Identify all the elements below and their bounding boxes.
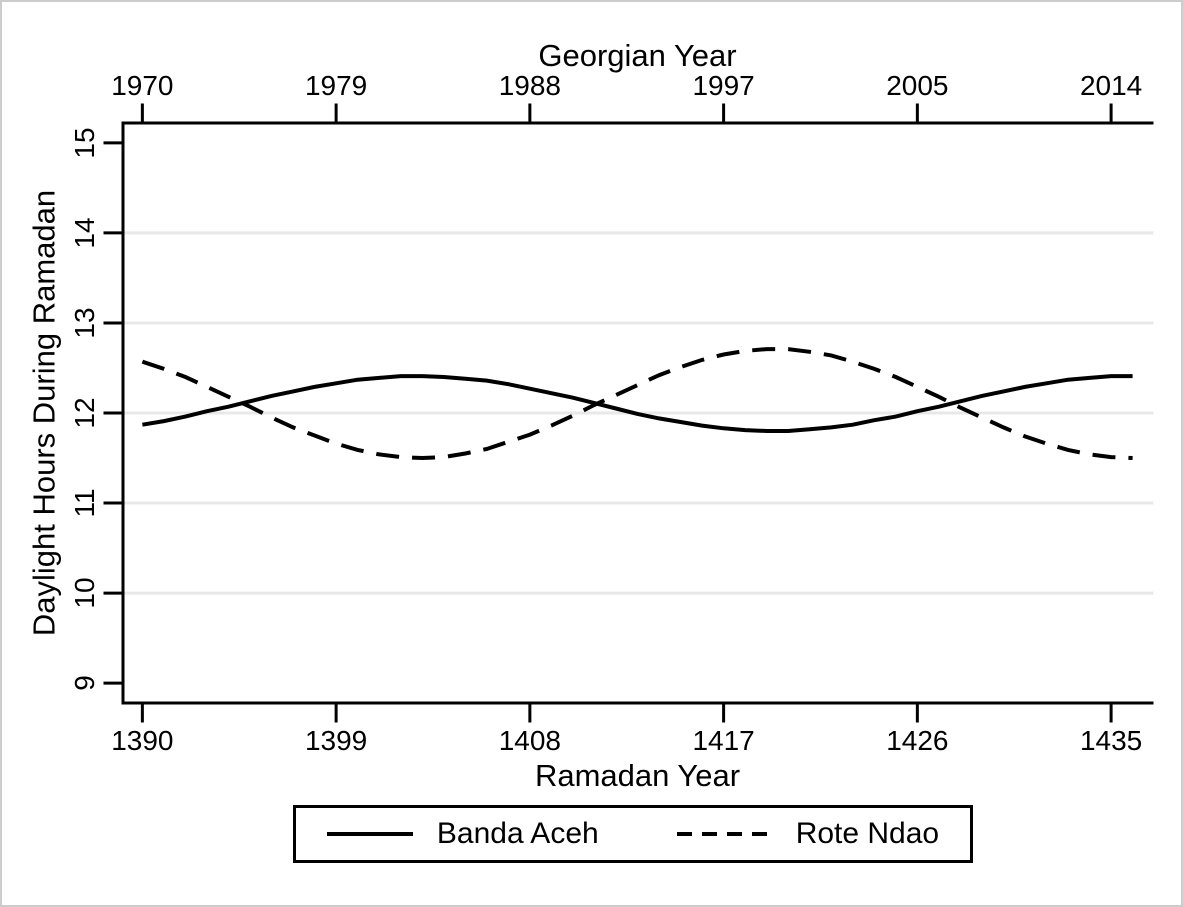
x-bottom-tick-label: 1408 — [498, 725, 562, 756]
x-top-tick-label: 1988 — [498, 70, 562, 101]
y-tick-label: 12 — [69, 397, 100, 429]
x-top-tick-label: 1970 — [111, 70, 174, 101]
legend-dashed-line-sample — [676, 832, 772, 836]
legend-entry-banda-aceh: Banda Aceh — [326, 817, 599, 850]
y-tick-label: 15 — [69, 127, 100, 159]
x-bottom-tick-label: 1390 — [111, 725, 174, 756]
series-line-rote-ndao — [141, 347, 1133, 461]
legend-entry-rote-ndao: Rote Ndao — [676, 817, 940, 850]
top-axis-title: Georgian Year — [538, 38, 737, 73]
y-tick-label: 9 — [69, 675, 100, 691]
y-axis-title: Daylight Hours During Ramadan — [26, 189, 62, 637]
legend-label-rote-ndao: Rote Ndao — [795, 817, 940, 850]
x-bottom-tick-label: 1417 — [692, 725, 755, 756]
x-top-tick-label: 2005 — [886, 70, 949, 101]
bottom-axis-title: Ramadan Year — [534, 758, 741, 793]
x-bottom-tick-label: 1426 — [886, 725, 949, 756]
y-tick-label: 13 — [69, 307, 100, 339]
x-top-tick-label: 2014 — [1079, 70, 1143, 101]
series-line-banda-aceh — [142, 374, 1133, 433]
x-top-tick-label: 1979 — [304, 70, 368, 101]
legend-box: Banda Aceh Rote Ndao — [293, 805, 973, 863]
x-top-tick-label: 1997 — [692, 70, 755, 101]
legend-label-banda-aceh: Banda Aceh — [436, 817, 599, 850]
y-tick-label: 11 — [69, 488, 100, 518]
legend-solid-line-sample — [326, 832, 413, 836]
x-bottom-tick-label: 1399 — [304, 725, 368, 756]
y-tick-label: 10 — [69, 577, 100, 609]
x-bottom-tick-label: 1435 — [1079, 725, 1143, 756]
y-tick-label: 14 — [69, 217, 100, 249]
